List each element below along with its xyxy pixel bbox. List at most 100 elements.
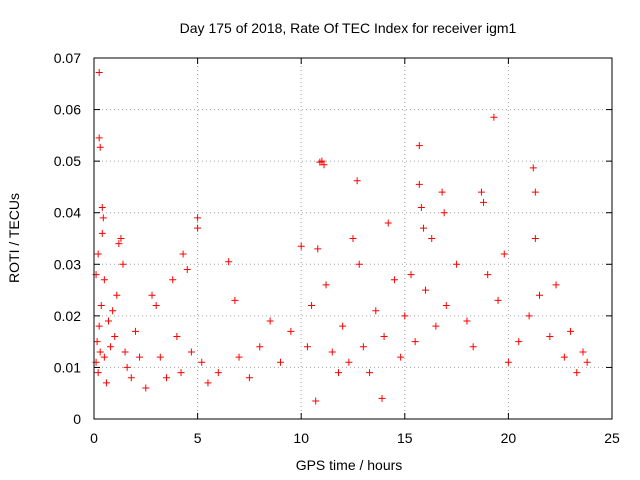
data-point [579, 348, 587, 356]
data-point [359, 343, 367, 351]
y-tick-label: 0.02 [54, 308, 81, 324]
x-tick-label: 10 [293, 430, 309, 446]
data-point [438, 188, 446, 196]
data-point [345, 358, 353, 366]
y-tick-label: 0.04 [54, 205, 81, 221]
data-point [204, 379, 212, 387]
data-point [287, 327, 295, 335]
data-point [494, 296, 502, 304]
data-point [94, 369, 102, 377]
data-point [355, 260, 363, 268]
data-point [177, 369, 185, 377]
data-point [417, 204, 425, 212]
data-point [214, 369, 222, 377]
data-point [245, 374, 253, 382]
data-point [169, 276, 177, 284]
x-tick-label: 25 [604, 430, 620, 446]
ticks: 0 5 10 15 20 25 0 0.01 0.02 0.03 0.04 0.05 0.06 0.07 [54, 50, 620, 446]
y-tick-label: 0.06 [54, 102, 81, 118]
data-point [127, 374, 135, 382]
data-point [415, 180, 423, 188]
data-point [490, 113, 498, 121]
data-point [111, 332, 119, 340]
data-point [98, 204, 106, 212]
data-point [334, 369, 342, 377]
data-point [173, 332, 181, 340]
data-point [179, 250, 187, 258]
data-point [156, 353, 164, 361]
data-point [266, 317, 274, 325]
data-point [432, 322, 440, 330]
data-point [95, 68, 103, 76]
data-point [102, 379, 110, 387]
data-point [366, 369, 374, 377]
data-point [453, 260, 461, 268]
data-point [107, 343, 115, 351]
data-point [469, 343, 477, 351]
data-point [109, 307, 117, 315]
data-point [415, 142, 423, 150]
data-point [276, 358, 284, 366]
data-point [390, 276, 398, 284]
data-point [121, 348, 129, 356]
data-point [99, 214, 107, 222]
data-point [96, 348, 104, 356]
data-point [231, 296, 239, 304]
data-point [583, 358, 591, 366]
data-point [117, 235, 125, 242]
x-tick-label: 0 [90, 430, 98, 446]
data-point [504, 358, 512, 366]
data-point [320, 161, 328, 169]
data-point [119, 260, 127, 268]
data-point [428, 235, 436, 242]
x-tick-label: 20 [501, 430, 517, 446]
data-point [95, 134, 103, 142]
data-point [225, 258, 233, 266]
data-point [546, 332, 554, 340]
y-axis-label: ROTI / TECUs [6, 193, 22, 283]
data-point [535, 291, 543, 299]
data-point [440, 209, 448, 217]
data-point [115, 240, 123, 248]
data-point [93, 338, 101, 346]
data-point [318, 157, 326, 165]
y-tick-label: 0.05 [54, 153, 81, 169]
y-tick-label: 0 [73, 411, 81, 427]
data-point [105, 317, 113, 325]
data-point [480, 198, 488, 206]
data-point [95, 322, 103, 330]
data-point [419, 224, 427, 232]
data-point [235, 353, 243, 361]
x-tick-label: 5 [194, 430, 202, 446]
data-point [303, 343, 311, 351]
data-points [92, 68, 591, 405]
data-point [515, 338, 523, 346]
data-point [384, 219, 392, 227]
data-point [500, 250, 508, 258]
data-point [531, 235, 539, 242]
data-point [322, 281, 330, 289]
data-point [148, 291, 156, 299]
data-point [328, 348, 336, 356]
data-point [198, 358, 206, 366]
data-point [100, 353, 108, 361]
data-point [529, 164, 537, 172]
data-point [314, 245, 322, 253]
data-point [422, 286, 430, 294]
data-point [142, 384, 150, 392]
chart-title: Day 175 of 2018, Rate Of TEC Index for r… [180, 20, 517, 36]
data-point [163, 374, 171, 382]
data-point [94, 250, 102, 258]
data-point [397, 353, 405, 361]
data-point [442, 302, 450, 310]
data-point [531, 188, 539, 196]
data-point [407, 271, 415, 279]
data-point [194, 214, 202, 222]
y-tick-label: 0.07 [54, 50, 81, 66]
data-point [100, 276, 108, 284]
data-point [411, 338, 419, 346]
data-point [183, 265, 191, 273]
data-point [525, 312, 533, 320]
data-point [463, 317, 471, 325]
